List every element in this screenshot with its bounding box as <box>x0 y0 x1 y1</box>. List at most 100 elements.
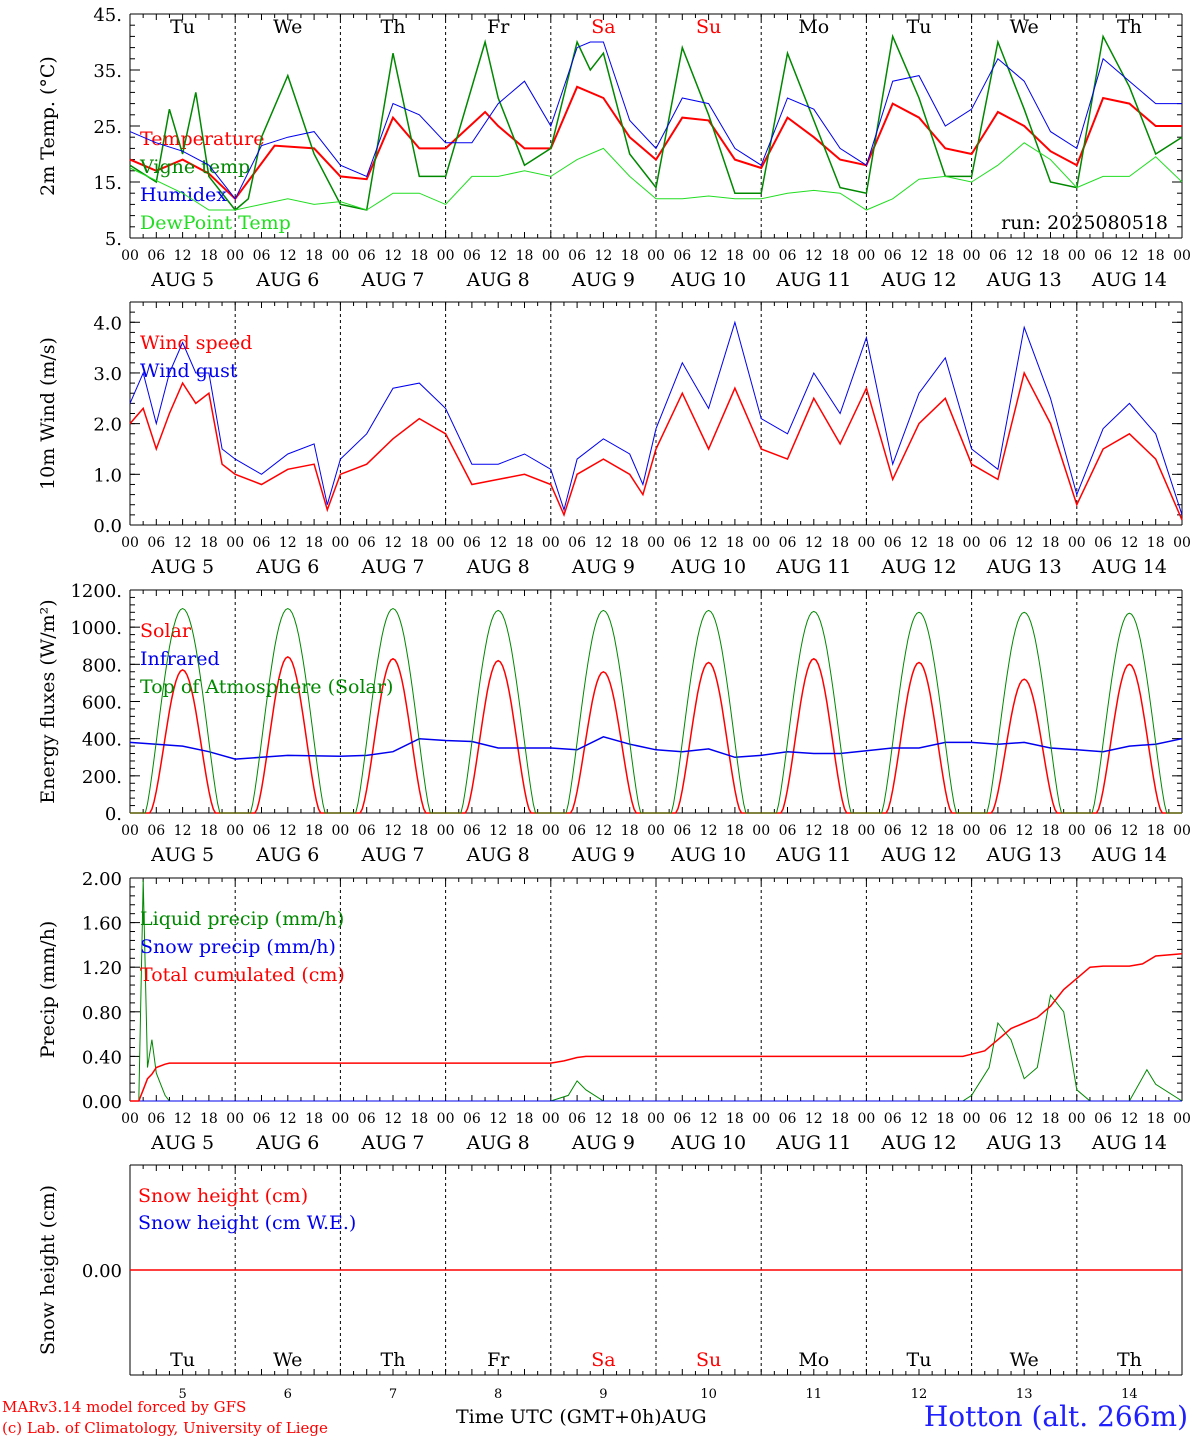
hour-tick-label: 12 <box>805 248 823 264</box>
hour-tick-label: 06 <box>1094 1111 1112 1127</box>
hour-tick-label: 18 <box>831 248 849 264</box>
hour-tick-label: 18 <box>726 535 744 551</box>
hour-tick-label: 12 <box>279 248 297 264</box>
date-label: AUG 13 <box>986 556 1062 578</box>
hour-tick-label: 18 <box>936 535 954 551</box>
hour-tick-label: 00 <box>1173 535 1191 551</box>
series-line-temperature <box>129 85 1182 201</box>
hour-tick-label: 00 <box>542 248 560 264</box>
hour-tick-label: 06 <box>673 535 691 551</box>
date-label: AUG 9 <box>571 844 635 866</box>
y-tick-label: 0.00 <box>82 1092 122 1113</box>
hour-tick-label: 18 <box>1147 1111 1165 1127</box>
hour-tick-label: 12 <box>1120 248 1138 264</box>
weekday-label: Su <box>696 16 721 38</box>
hour-tick-label: 00 <box>331 1111 349 1127</box>
weekday-label: Tu <box>907 1349 932 1371</box>
hour-tick-label: 00 <box>226 823 244 839</box>
day-number-label: 13 <box>1016 1387 1033 1402</box>
day-number-label: 8 <box>494 1387 502 1402</box>
hour-tick-label: 18 <box>621 823 639 839</box>
hour-tick-label: 00 <box>1068 1111 1086 1127</box>
hour-tick-label: 18 <box>200 823 218 839</box>
weekday-label: We <box>273 16 302 38</box>
hour-tick-label: 06 <box>358 1111 376 1127</box>
hour-tick-label: 06 <box>779 535 797 551</box>
hour-tick-label: 12 <box>1015 248 1033 264</box>
y-tick-label: 2.0 <box>93 415 122 436</box>
hour-tick-label: 00 <box>1173 1111 1191 1127</box>
hour-tick-label: 06 <box>673 823 691 839</box>
hour-tick-label: 12 <box>489 823 507 839</box>
series-line-dewpoint-temp <box>129 142 1183 211</box>
hour-tick-label: 12 <box>700 535 718 551</box>
day-number-label: 14 <box>1121 1387 1138 1402</box>
legend-entry: DewPoint Temp <box>140 212 291 234</box>
hour-tick-label: 18 <box>410 535 428 551</box>
hour-tick-label: 00 <box>647 535 665 551</box>
hour-tick-label: 00 <box>857 823 875 839</box>
date-label: AUG 7 <box>360 1132 424 1154</box>
hour-tick-label: 18 <box>831 1111 849 1127</box>
weekday-label: Tu <box>907 16 932 38</box>
hour-tick-label: 00 <box>1173 248 1191 264</box>
hour-tick-label: 18 <box>516 1111 534 1127</box>
legend-entry: Snow height (cm) <box>138 1185 308 1207</box>
date-label: AUG 14 <box>1091 269 1167 291</box>
hour-tick-label: 06 <box>673 1111 691 1127</box>
hour-tick-label: 18 <box>516 535 534 551</box>
hour-tick-label: 18 <box>410 823 428 839</box>
date-label: AUG 11 <box>775 556 851 578</box>
weekday-label: Mo <box>798 16 829 38</box>
y-tick-label: 0.80 <box>82 1003 122 1024</box>
hour-tick-label: 18 <box>936 823 954 839</box>
date-label: AUG 12 <box>880 269 956 291</box>
hour-tick-label: 18 <box>200 248 218 264</box>
date-label: AUG 9 <box>571 1132 635 1154</box>
hour-tick-label: 18 <box>305 535 323 551</box>
hour-tick-label: 06 <box>1094 248 1112 264</box>
hour-tick-label: 06 <box>884 1111 902 1127</box>
weekday-label: Th <box>381 1349 406 1371</box>
hour-tick-label: 00 <box>226 535 244 551</box>
y-tick-label: 1200. <box>70 581 122 602</box>
panel-3: 0. 200. 400. 600. 800. 1000. 1200. Energy fluxe… <box>37 581 1191 866</box>
hour-tick-label: 18 <box>726 1111 744 1127</box>
hour-tick-label: 12 <box>384 535 402 551</box>
date-label: AUG 11 <box>775 269 851 291</box>
y-tick-label: 0. <box>105 804 122 825</box>
date-label: AUG 10 <box>670 844 746 866</box>
lab-credit: (c) Lab. of Climatology, University of L… <box>2 1419 328 1437</box>
date-label: AUG 12 <box>880 844 956 866</box>
y-tick-label: 1.60 <box>82 914 122 935</box>
day-number-label: 10 <box>700 1387 717 1402</box>
y-tick-label: 45. <box>93 5 122 26</box>
hour-tick-label: 00 <box>963 535 981 551</box>
hour-tick-label: 18 <box>1042 823 1060 839</box>
hour-tick-label: 12 <box>910 823 928 839</box>
hour-tick-label: 18 <box>936 1111 954 1127</box>
hour-tick-label: 06 <box>673 248 691 264</box>
date-label: AUG 5 <box>150 556 214 578</box>
date-label: AUG 14 <box>1091 1132 1167 1154</box>
series-line-total-cumulated-cm- <box>130 953 1183 1102</box>
legend-entry: Total cumulated (cm) <box>140 964 345 986</box>
hour-tick-label: 00 <box>331 248 349 264</box>
date-label: AUG 6 <box>255 844 319 866</box>
hour-tick-label: 00 <box>121 248 139 264</box>
hour-tick-label: 18 <box>831 535 849 551</box>
hour-tick-label: 12 <box>1015 535 1033 551</box>
hour-tick-label: 00 <box>226 248 244 264</box>
date-label: AUG 14 <box>1091 556 1167 578</box>
hour-tick-label: 00 <box>752 1111 770 1127</box>
y-tick-label: 1000. <box>70 618 122 639</box>
hour-tick-label: 06 <box>463 823 481 839</box>
hour-tick-label: 12 <box>910 535 928 551</box>
legend-entry: Infrared <box>140 648 220 670</box>
date-label: AUG 7 <box>360 556 424 578</box>
weekday-label: Su <box>696 1349 721 1371</box>
date-label: AUG 5 <box>150 269 214 291</box>
y-tick-label: 400. <box>82 730 122 751</box>
hour-tick-label: 00 <box>1173 823 1191 839</box>
